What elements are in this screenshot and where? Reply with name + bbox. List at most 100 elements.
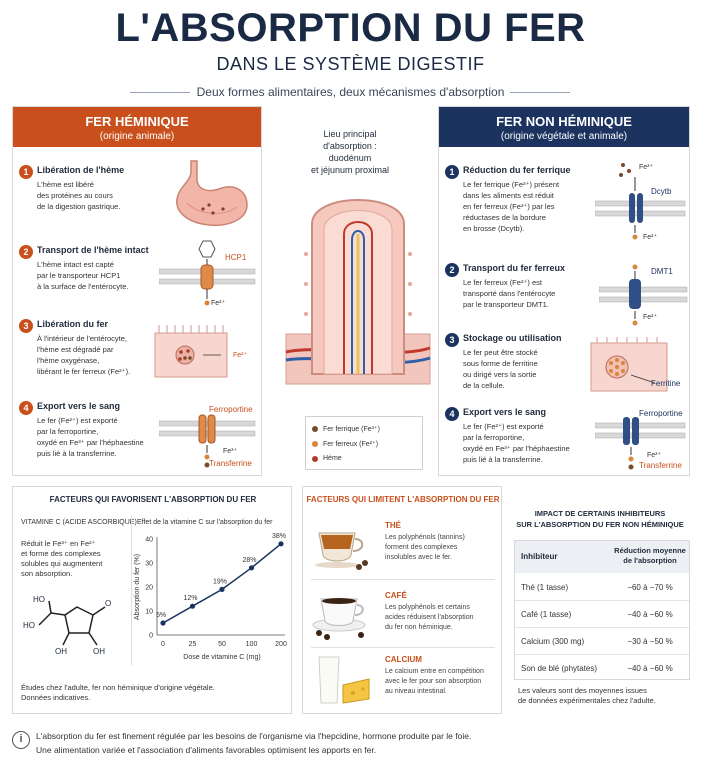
ascorbic-acid-molecule	[38, 600, 106, 646]
limit-title: FACTEURS QUI LIMITENT L'ABSORPTION DU FE…	[306, 495, 500, 504]
vitc-label: VITAMINE C (ACIDE ASCORBIQUE)	[21, 519, 137, 526]
limit-item-desc: Le calcium entre en compétition avec le f…	[385, 668, 484, 695]
nonheme-origin: (origine végétale et animale)	[500, 131, 628, 142]
data-point	[278, 541, 284, 547]
nonheme-step-3: 3 Stockage ou utilisation Le fer peut êt…	[445, 333, 595, 393]
limit-item-desc: Les polyphénols (tannins) forment des com…	[385, 534, 465, 561]
step-number: 1	[19, 165, 33, 179]
dmt1-label: DMT1	[651, 267, 673, 276]
ferroportine-label: Ferroportine	[209, 405, 253, 414]
fe2-dot-icon	[312, 440, 318, 447]
step-desc: L'hème est libéré des protéines au cours d…	[37, 180, 121, 211]
ferritine-label: Ferritine	[651, 379, 681, 388]
absorption-site-label: Lieu principal d'absorption : duodénum et j…	[310, 129, 390, 175]
step-desc: Le fer ferrique (Fe³⁺) présent dans les a…	[463, 180, 560, 233]
legend-item: Fer ferrique (Fe³⁺)	[312, 421, 416, 436]
y-tick-label: 0	[149, 633, 153, 640]
data-point	[219, 586, 225, 592]
step-title: Stockage ou utilisation	[463, 333, 562, 343]
step-title: Libération du fer	[37, 319, 109, 329]
info-icon: i	[12, 731, 30, 749]
fe2-label: Fe²⁺	[233, 352, 248, 359]
favor-note: Études chez l'adulte, fer non héminique …	[21, 683, 215, 702]
heme-dot-icon	[312, 455, 318, 462]
fe3-label: Fe³⁺	[647, 452, 662, 459]
heme-origin: (origine animale)	[99, 131, 175, 142]
nonheme-panel-header: FER NON HÉMINIQUE (origine végétale et a…	[439, 107, 689, 147]
y-tick-label: 40	[145, 537, 153, 544]
stomach-illustration	[176, 160, 248, 227]
villus-illustration	[285, 199, 431, 385]
impact-row-value: −40 à −60 %	[627, 610, 673, 619]
milk-cheese-icon	[318, 656, 370, 704]
y-tick-label: 20	[145, 585, 153, 592]
nonheme-step-4: 4 Export vers le sang Le fer (Fe²⁺) est …	[445, 407, 595, 477]
molecule-label: OH	[93, 647, 105, 656]
impact-row-value: −30 à −50 %	[627, 637, 673, 646]
molecule-label: HO	[23, 621, 35, 630]
molecule-label: HO	[33, 595, 45, 604]
ferroportine-illustration	[595, 417, 686, 470]
y-axis-label: Absorption du fer (%)	[134, 554, 141, 620]
limit-divider	[311, 579, 495, 580]
impact-table-header	[515, 541, 689, 573]
impact-row-name: Thé (1 tasse)	[521, 583, 569, 592]
footer-line-2: Une alimentation variée et l'association…	[36, 745, 377, 755]
hcp1-transporter-illustration	[159, 240, 256, 306]
row-divider	[515, 627, 689, 628]
heme-panel-header: FER HÉMINIQUE (origine animale)	[13, 107, 261, 147]
tea-cup-icon	[315, 532, 368, 570]
fe3-dot-icon	[312, 425, 318, 432]
page-title: L'ABSORPTION DU FER	[115, 6, 586, 50]
limit-item-title: THÉ	[385, 521, 401, 530]
chart-title: Effet de la vitamine C sur l'absorption …	[137, 519, 273, 526]
data-label: 5%	[156, 612, 166, 619]
limit-divider	[311, 647, 495, 648]
step-desc: Le fer (Fe²⁺) est exporté par la ferropor…	[463, 422, 570, 464]
heme-step-4: 4 Export vers le sang Le fer (Fe²⁺) est …	[19, 401, 164, 471]
transferrine-label: Transferrine	[209, 459, 252, 468]
step-title: Réduction du fer ferrique	[463, 165, 571, 175]
enterocyte-illustration	[154, 325, 228, 378]
step-desc: Le fer (Fe²⁺) est exporté par la ferropor…	[37, 416, 144, 458]
ferroportine-illustration	[159, 414, 256, 468]
favor-box: FACTEURS QUI FAVORISENT L'ABSORPTION DU …	[12, 486, 292, 714]
x-tick-label: 0	[161, 641, 165, 648]
impact-row-name: Café (1 tasse)	[521, 610, 572, 619]
tagline-divider-right	[510, 92, 570, 93]
dcytb-illustration	[595, 163, 686, 240]
impact-row-value: −60 à −70 %	[627, 583, 673, 592]
x-tick-label: 100	[246, 641, 258, 648]
legend-item: Fer ferreux (Fe²⁺)	[312, 436, 416, 451]
data-point	[189, 603, 196, 609]
nonheme-title: FER NON HÉMINIQUE	[496, 114, 632, 129]
data-label: 28%	[242, 557, 256, 564]
heme-title: FER HÉMINIQUE	[85, 114, 189, 129]
hcp1-label: HCP1	[225, 253, 247, 262]
impact-row-name: Calcium (300 mg)	[521, 637, 585, 646]
impact-col1-header: Inhibiteur	[521, 552, 558, 561]
tagline-divider-left	[130, 92, 190, 93]
data-point	[248, 565, 255, 571]
step-number: 1	[445, 165, 459, 179]
molecule-label: OH	[55, 647, 67, 656]
fe3-label: Fe³⁺	[223, 448, 238, 455]
limit-box: FACTEURS QUI LIMITENT L'ABSORPTION DU FE…	[302, 486, 502, 714]
page-tagline: Deux formes alimentaires, deux mécanisme…	[196, 85, 505, 99]
impact-note: Les valeurs sont des moyennes issues de d…	[518, 686, 656, 705]
data-label: 12%	[183, 595, 197, 602]
limit-item-title: CAFÉ	[385, 591, 407, 600]
step-number: 2	[445, 263, 459, 277]
step-desc: À l'intérieur de l'entérocyte, l'hème est…	[37, 334, 131, 376]
limit-item-title: CALCIUM	[385, 655, 422, 664]
nonheme-step-2: 2 Transport du fer ferreux Le fer ferreu…	[445, 263, 595, 323]
step-number: 3	[19, 319, 33, 333]
dcytb-label: Dcytb	[651, 187, 672, 196]
step-desc: Le fer peut être stocké sous forme de fer…	[463, 348, 538, 390]
x-axis-label: Dose de vitamine C (mg)	[183, 654, 260, 661]
row-divider	[515, 654, 689, 655]
fe2-label: Fe²⁺	[211, 300, 226, 307]
molecule-label: O	[105, 599, 112, 608]
coffee-cup-icon	[312, 598, 366, 640]
data-label: 38%	[272, 533, 286, 540]
